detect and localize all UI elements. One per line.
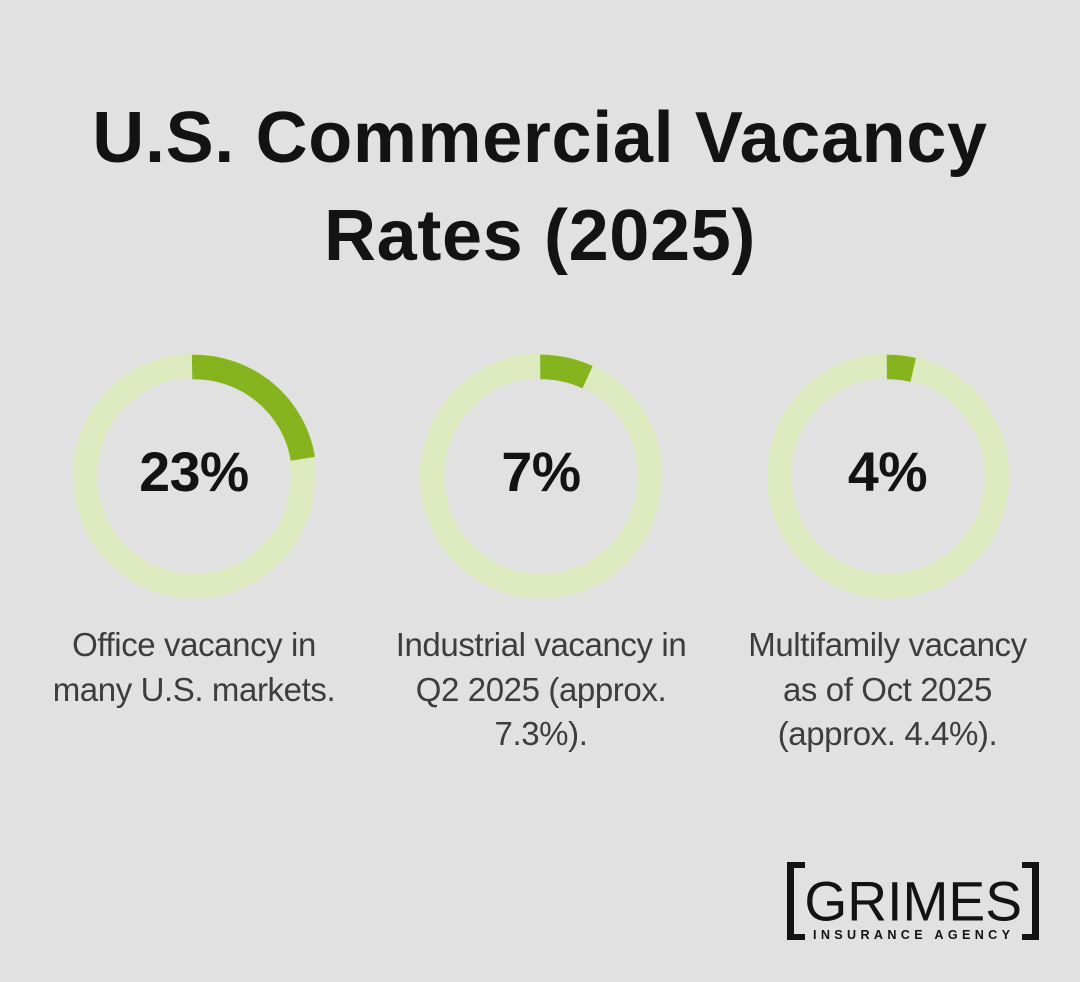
svg-text:GRIMES: GRIMES	[804, 870, 1022, 932]
